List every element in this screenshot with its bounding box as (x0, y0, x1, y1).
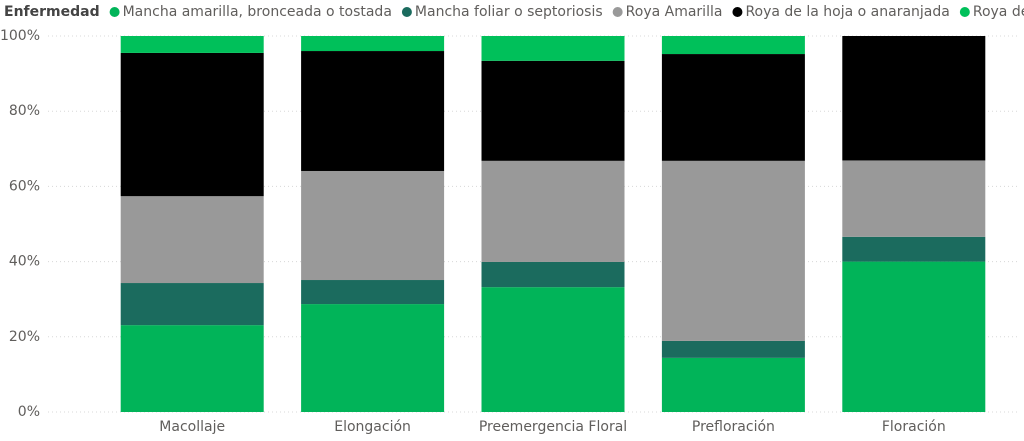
bar-segment (481, 160, 625, 262)
bar-segment (661, 160, 805, 341)
bar-segment (301, 51, 445, 171)
bar-segment (481, 287, 625, 412)
legend-label: Mancha foliar o septoriosis (415, 4, 603, 20)
legend-title: Enfermedad (4, 4, 100, 20)
bar-segment (120, 283, 264, 326)
bar-segment (842, 160, 986, 237)
y-tick-label: 80% (9, 103, 40, 119)
bar-segment (481, 60, 625, 161)
legend-marker (109, 7, 120, 17)
y-tick-label: 40% (9, 254, 40, 270)
legend-marker (612, 7, 623, 17)
bar-segment (842, 36, 986, 161)
bar-segment (842, 261, 986, 412)
legend-marker (401, 7, 412, 17)
legend-marker (959, 7, 970, 17)
legend-label: Mancha amarilla, bronceada o tostada (123, 4, 392, 20)
legend-label: Roya Amarilla (626, 4, 723, 20)
bar-segment (120, 196, 264, 284)
bar-segment (301, 280, 445, 305)
bar-segment (661, 340, 805, 358)
y-tick-label: 100% (0, 28, 40, 44)
x-tick-label: Macollaje (159, 419, 225, 435)
legend-label: Roya de la hoja o anaranjada (745, 4, 949, 20)
legend-label: Roya del tallo (973, 4, 1024, 20)
x-tick-label: Elongación (334, 419, 411, 435)
x-tick-label: Prefloración (692, 419, 775, 435)
bar-segment (661, 36, 805, 55)
x-tick-label: Floración (882, 419, 946, 435)
bar-segment (301, 36, 445, 52)
bar-segment (661, 54, 805, 161)
y-tick-label: 60% (9, 178, 40, 194)
bar-segment (120, 325, 264, 412)
bar-segment (842, 236, 986, 262)
bar-segment (120, 36, 264, 53)
y-tick-label: 20% (9, 329, 40, 345)
bar-segment (301, 304, 445, 412)
x-tick-label: Preemergencia Floral (479, 419, 627, 435)
bar-segment (481, 261, 625, 288)
bar-segment (120, 52, 264, 197)
bar-segment (301, 170, 445, 281)
bar-segment (661, 357, 805, 412)
bar-segment (481, 36, 625, 61)
y-tick-label: 0% (18, 404, 40, 420)
legend-marker (732, 7, 743, 17)
